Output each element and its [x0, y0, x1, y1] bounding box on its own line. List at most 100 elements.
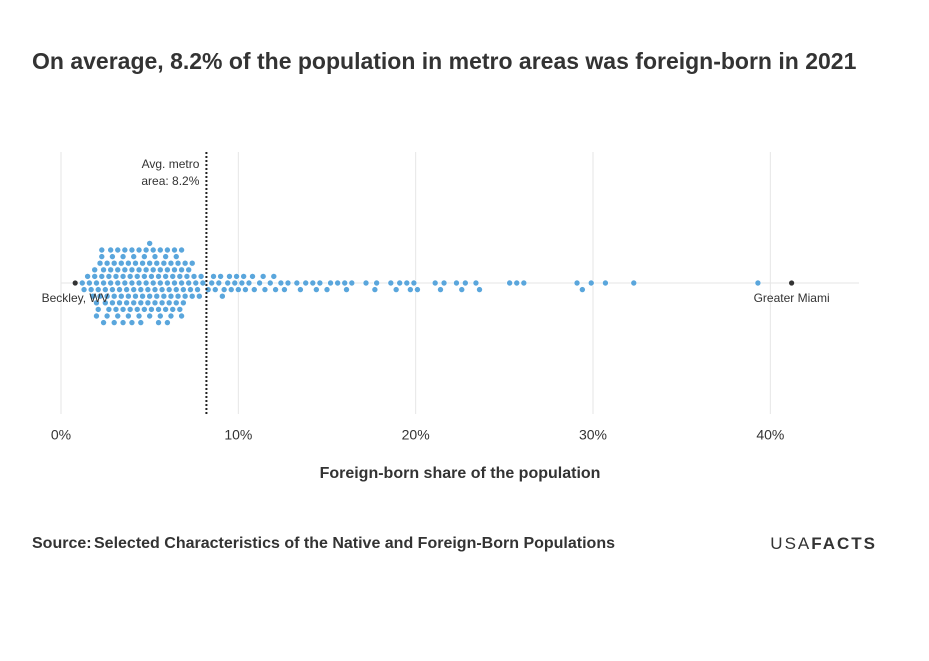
- dot: [176, 306, 184, 313]
- dot: [174, 292, 182, 300]
- dot: [117, 259, 125, 267]
- dot: [135, 279, 143, 287]
- dot: [87, 286, 95, 293]
- dot: [181, 292, 189, 300]
- dot: [178, 266, 185, 274]
- dot: [121, 246, 129, 254]
- dot: [130, 299, 138, 307]
- average-annotation: area: 8.2%: [141, 174, 199, 188]
- dot: [176, 273, 184, 280]
- dot: [100, 279, 107, 287]
- dot: [270, 273, 278, 280]
- dot: [158, 299, 166, 307]
- dot: [125, 259, 132, 267]
- dot: [180, 299, 187, 307]
- dot: [128, 319, 136, 326]
- dot: [146, 292, 153, 300]
- highlight-label: Greater Miami: [754, 291, 830, 305]
- dot: [316, 279, 324, 287]
- dot: [112, 306, 120, 313]
- dot: [172, 253, 180, 260]
- average-annotation: Avg. metro: [142, 157, 200, 171]
- source-link[interactable]: Selected Characteristics of the Native a…: [94, 535, 615, 552]
- dot: [89, 292, 97, 300]
- dot: [171, 266, 178, 274]
- dot: [103, 292, 111, 300]
- dot: [178, 246, 185, 254]
- dot: [220, 286, 228, 293]
- dot: [126, 306, 134, 313]
- dot: [174, 259, 182, 267]
- dot: [114, 279, 122, 287]
- dot: [373, 279, 380, 287]
- dot: [183, 273, 191, 280]
- dot: [117, 292, 125, 300]
- dot: [91, 266, 98, 274]
- dot: [137, 286, 145, 293]
- dot: [94, 306, 102, 313]
- dot: [114, 266, 122, 274]
- dot: [171, 279, 178, 287]
- dot: [164, 246, 171, 254]
- dot: [119, 306, 127, 313]
- dot: [167, 312, 175, 320]
- dot: [128, 266, 136, 274]
- logo-part: FACTS: [811, 534, 877, 553]
- dot: [137, 319, 145, 326]
- dot: [293, 279, 301, 287]
- dot: [162, 253, 169, 260]
- dot: [93, 279, 100, 287]
- dot: [157, 312, 164, 320]
- dot: [114, 312, 122, 320]
- dot: [153, 259, 161, 267]
- dot: [142, 266, 150, 274]
- x-axis-title: Foreign-born share of the population: [320, 465, 601, 482]
- logo: USAFACTS: [770, 534, 877, 553]
- chart-title: On average, 8.2% of the population in me…: [32, 48, 857, 74]
- dot: [141, 273, 148, 280]
- dot: [162, 306, 169, 313]
- dot: [162, 273, 169, 280]
- dot: [458, 286, 466, 293]
- dot: [180, 286, 187, 293]
- dot: [164, 279, 171, 287]
- dot: [219, 292, 226, 300]
- dot: [109, 253, 116, 260]
- dot: [169, 306, 177, 313]
- dot: [142, 246, 150, 254]
- dot: [157, 279, 164, 287]
- dot: [125, 312, 132, 320]
- dot: [261, 286, 269, 293]
- dot: [128, 246, 136, 254]
- dot: [149, 266, 157, 274]
- dot: [210, 273, 217, 280]
- dot: [341, 279, 349, 287]
- dot: [164, 319, 171, 326]
- dot: [476, 286, 483, 293]
- dot: [93, 299, 100, 307]
- dot: [226, 273, 233, 280]
- dot: [165, 286, 173, 293]
- dot: [437, 286, 444, 293]
- dot: [579, 286, 586, 293]
- dot: [119, 273, 127, 280]
- dot: [217, 273, 224, 280]
- dot: [133, 306, 141, 313]
- highlight-label: Beckley, WV: [42, 291, 109, 305]
- dot: [116, 286, 123, 293]
- dot: [250, 286, 258, 293]
- dot: [277, 279, 285, 287]
- dot: [151, 299, 159, 307]
- dot: [141, 253, 148, 260]
- dot: [240, 273, 247, 280]
- dot: [197, 273, 205, 280]
- dot: [112, 273, 120, 280]
- dot: [135, 312, 143, 320]
- dot: [387, 279, 395, 287]
- dot: [110, 292, 118, 300]
- dot: [119, 253, 127, 260]
- dot: [78, 279, 86, 287]
- dot: [128, 279, 136, 287]
- dot: [146, 240, 153, 247]
